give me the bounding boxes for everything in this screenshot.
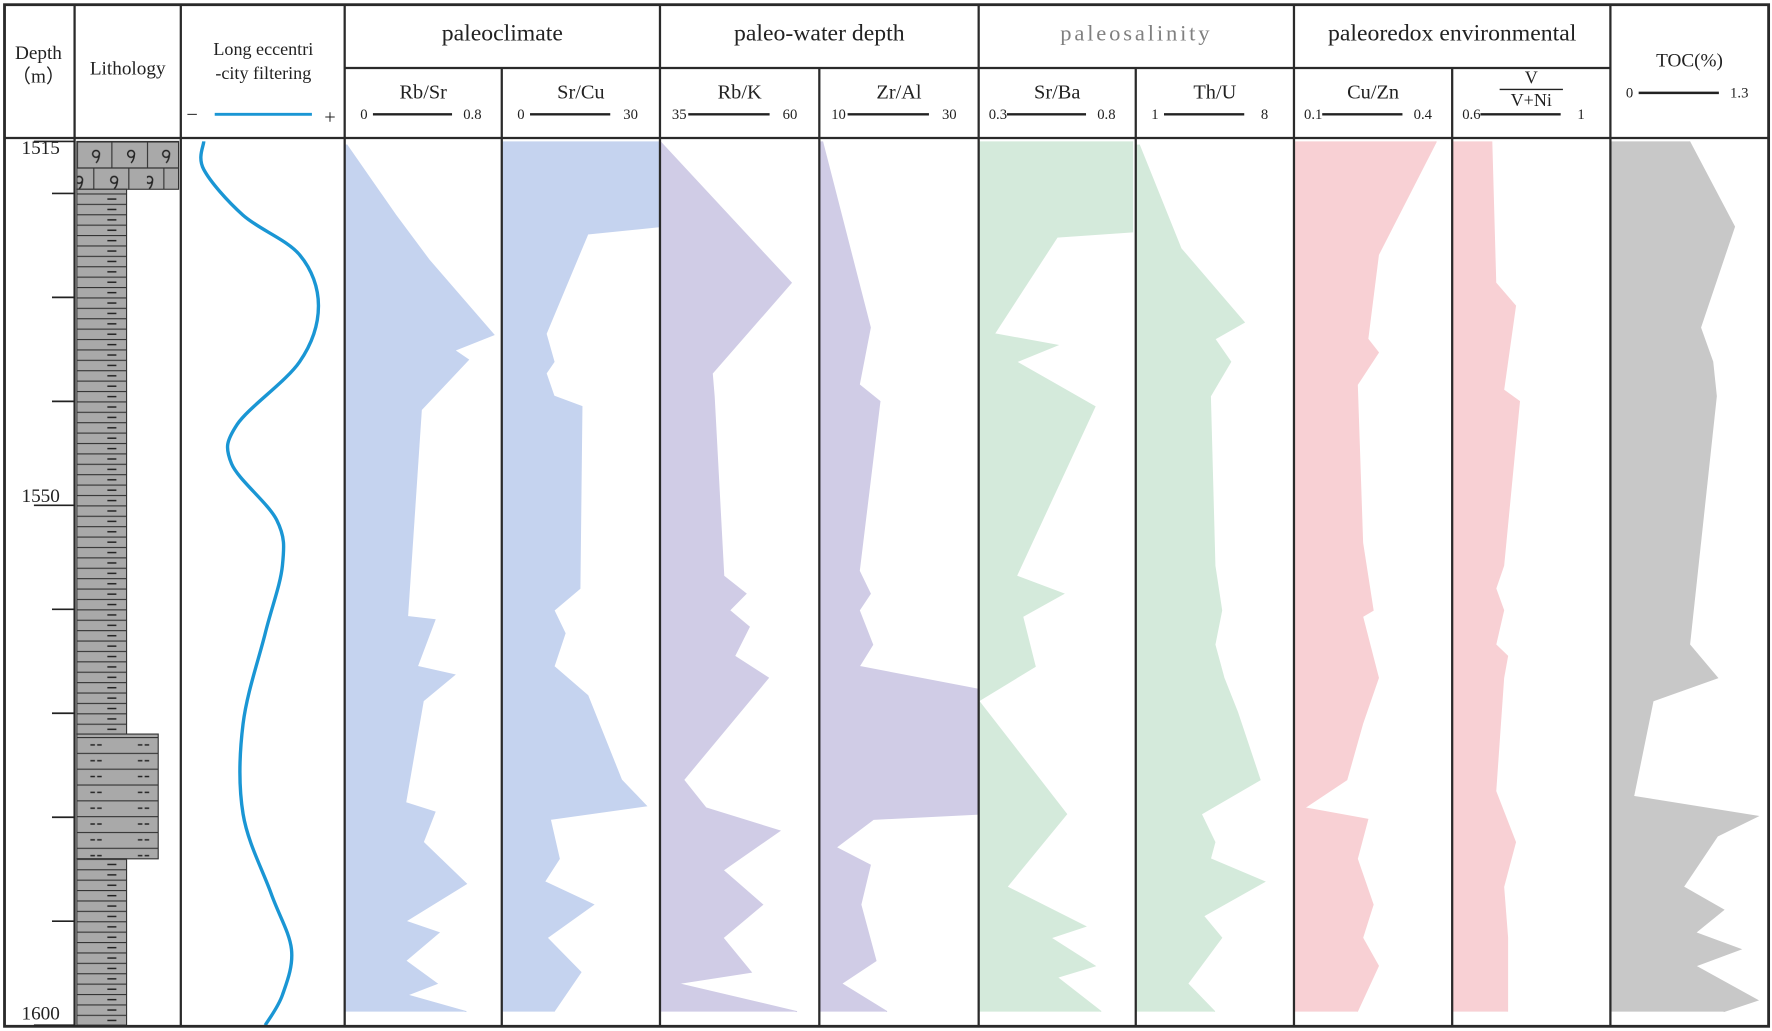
area-fill	[1293, 141, 1437, 1012]
depth-unit: （m）	[12, 66, 65, 88]
eccentricity-low-label: −	[186, 104, 197, 126]
lithology-layer	[76, 140, 180, 190]
x-tick-label: 0.8	[1097, 107, 1115, 123]
lithology-title: Lithology	[90, 59, 166, 80]
lithology-layer	[76, 858, 128, 1026]
curve	[821, 141, 980, 1013]
group-title: TOC(%)	[1656, 51, 1723, 72]
curve	[1138, 144, 1266, 1013]
x-tick-label: 0.8	[463, 107, 481, 123]
series-name: Sr/Cu	[557, 82, 604, 104]
x-tick-label: 0.4	[1414, 107, 1433, 123]
area-fill	[978, 141, 1133, 1012]
series-name: Zr/Al	[876, 82, 922, 104]
eccentricity-title: -city filtering	[215, 63, 311, 83]
curve	[543, 141, 661, 1012]
series-name: Rb/Sr	[399, 82, 447, 104]
x-tick-label: 1.3	[1730, 85, 1748, 101]
curve	[346, 144, 495, 1013]
x-tick-label: 60	[783, 107, 798, 123]
x-tick-label: 0	[1626, 85, 1633, 101]
curve	[1302, 141, 1437, 1012]
x-tick-label: 35	[672, 107, 687, 123]
series-name: Sr/Ba	[1034, 82, 1080, 104]
grid-frame	[3, 3, 1771, 1028]
area-fill	[501, 141, 660, 1012]
group-title: paleoclimate	[442, 21, 563, 47]
plot-area	[76, 140, 1760, 1027]
x-tick-label: 0	[517, 107, 524, 123]
depth-title: Depth	[15, 43, 62, 64]
x-tick-label: 0	[360, 107, 367, 123]
series-name: Cu/Zn	[1347, 82, 1399, 104]
eccentricity-title: Long eccentri	[213, 39, 313, 59]
curve	[1632, 141, 1760, 1013]
group-title: paleosalinity	[1060, 20, 1212, 45]
y-tick-label: 1550	[21, 486, 59, 507]
x-tick-label: 1	[1151, 107, 1158, 123]
curve	[1491, 141, 1521, 1012]
x-tick-label: 30	[942, 107, 957, 123]
area-fill	[1135, 144, 1265, 1012]
lithology-layer	[76, 733, 159, 860]
area-fill	[1610, 141, 1758, 1012]
y-tick-label: 1600	[21, 1003, 59, 1024]
group-title: paleoredox environmental	[1328, 21, 1577, 47]
series-name: V+Ni	[1511, 90, 1552, 110]
x-tick-label: 0.1	[1304, 107, 1322, 123]
eccentricity-high-label: +	[324, 107, 335, 129]
curve	[977, 141, 1134, 1013]
frame	[3, 3, 1771, 1028]
x-tick-label: 30	[623, 107, 638, 123]
group-title: paleo-water depth	[734, 21, 905, 47]
y-tick-label: 1515	[21, 138, 59, 159]
curve	[659, 141, 798, 1013]
lithology-layer	[76, 188, 128, 735]
series-name: V	[1525, 67, 1538, 87]
x-tick-label: 0.3	[989, 107, 1007, 123]
x-tick-label: 8	[1261, 107, 1268, 123]
eccentricity-curve	[199, 141, 321, 1027]
area-fill	[344, 144, 494, 1012]
x-tick-label: 10	[831, 107, 846, 123]
area-fill	[1452, 141, 1520, 1012]
series-name: Rb/K	[718, 82, 762, 104]
x-tick-label: 1	[1577, 107, 1584, 123]
x-tick-label: 0.6	[1462, 107, 1480, 123]
area-fill	[819, 141, 979, 1012]
series-name: Th/U	[1193, 82, 1236, 104]
